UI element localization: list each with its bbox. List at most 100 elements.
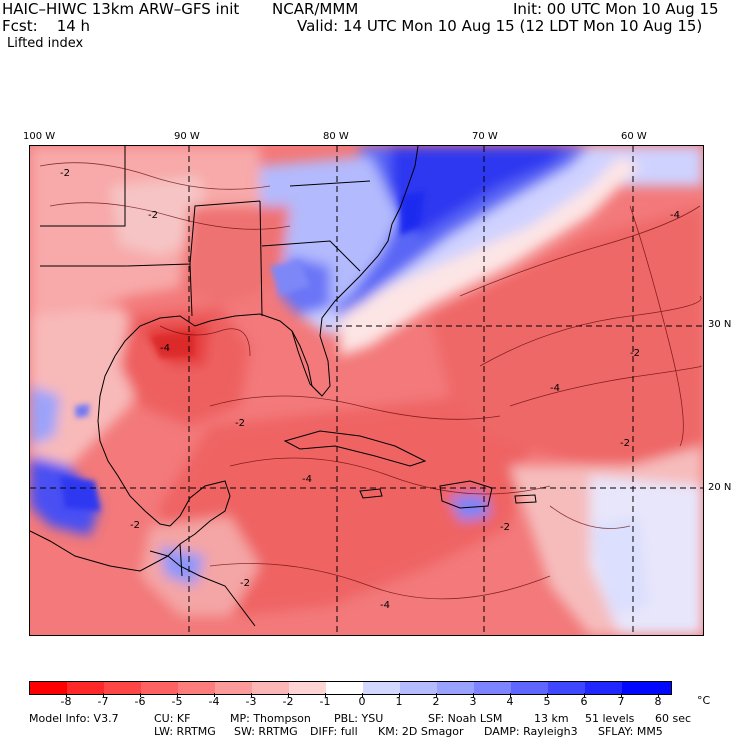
colorbar-segment (289, 682, 326, 694)
contour-label: -4 (550, 383, 560, 394)
colorbar-segment (363, 682, 400, 694)
lon-label-80w: 80 W (323, 131, 349, 142)
contour-label: -4 (160, 343, 170, 354)
colorbar-tick-label: 2 (432, 695, 440, 708)
forecast-hour: Fcst: 14 h (2, 17, 91, 35)
contour-labels: -2 -2 -2 -4 -4 -2 -2 -2 -4 -2 -4 -2 -4 (60, 168, 680, 611)
model-info-pbl: PBL: YSU (334, 712, 384, 725)
colorbar-tick-label: -2 (282, 695, 294, 708)
colorbar-tick-mark (140, 693, 141, 697)
valid-time: Valid: 14 UTC Mon 10 Aug 15 (12 LDT Mon … (297, 17, 703, 35)
colorbar-tick-label: -3 (245, 695, 257, 708)
lon-label-90w: 90 W (174, 131, 200, 142)
model-info-km: KM: 2D Smagor (378, 725, 464, 738)
colorbar-tick-mark (66, 693, 67, 697)
model-info-diff: DIFF: full (310, 725, 358, 738)
colorbar-segment (400, 682, 437, 694)
colorbar-tick-label: 7 (617, 695, 625, 708)
colorbar-tick-label: 3 (469, 695, 477, 708)
colorbar-segment (30, 682, 67, 694)
map-canvas: -2 -2 -2 -4 -4 -2 -2 -2 -4 -2 -4 -2 -4 (30, 146, 703, 635)
organization: NCAR/MMM (272, 0, 359, 18)
colorbar-tick-label: -7 (97, 695, 109, 708)
contour-label: -2 (130, 520, 140, 531)
colorbar-tick-mark (103, 693, 104, 697)
field-name: Lifted index (7, 36, 84, 51)
colorbar-segment (622, 682, 671, 694)
colorbar-tick-mark (214, 693, 215, 697)
colorbar-tick-label: 4 (506, 695, 514, 708)
model-info-sflay: SFLAY: MM5 (598, 725, 663, 738)
model-info-sw: SW: RRTMG (234, 725, 298, 738)
colorbar-tick-label: 8 (654, 695, 662, 708)
colorbar-segment (104, 682, 141, 694)
contour-label: -2 (60, 168, 70, 179)
contour-label: -4 (380, 600, 390, 611)
colorbar-tick-mark (177, 693, 178, 697)
colorbar-segment (215, 682, 252, 694)
colorbar-segment (326, 682, 363, 694)
colorbar-tick-label: -6 (134, 695, 146, 708)
model-info-mp: MP: Thompson (230, 712, 311, 725)
contour-label: -2 (500, 522, 510, 533)
init-time: Init: 00 UTC Mon 10 Aug 15 (513, 0, 719, 18)
colorbar-tick-label: 5 (543, 695, 551, 708)
lat-label-30n: 30 N (708, 319, 732, 330)
colorbar-segment (252, 682, 289, 694)
field-shading (30, 146, 703, 635)
colorbar-tick-label: -5 (171, 695, 183, 708)
colorbar-tick-label: -1 (319, 695, 331, 708)
model-title: HAIC–HIWC 13km ARW–GFS init (2, 0, 240, 18)
colorbar-tick-mark (325, 693, 326, 697)
colorbar-tick-mark (436, 693, 437, 697)
model-info-lw: LW: RRTMG (154, 725, 216, 738)
colorbar-tick-mark (399, 693, 400, 697)
model-info-levels: 51 levels (585, 712, 635, 725)
lat-label-20n: 20 N (708, 482, 732, 493)
lon-label-100w: 100 W (23, 131, 56, 142)
colorbar-tick-mark (584, 693, 585, 697)
contour-label: -4 (670, 210, 680, 221)
contour-label: -4 (302, 474, 312, 485)
field-detail (60, 191, 425, 511)
model-info-sf: SF: Noah LSM (428, 712, 503, 725)
colorbar-segment (178, 682, 215, 694)
contour-label: -2 (148, 210, 158, 221)
colorbar-tick-label: -8 (60, 695, 72, 708)
colorbar-segment (67, 682, 104, 694)
model-info-version: Model Info: V3.7 (29, 712, 119, 725)
contour-label: -2 (620, 438, 630, 449)
colorbar-segment (437, 682, 474, 694)
colorbar-tick-label: 0 (358, 695, 366, 708)
colorbar-tick-mark (251, 693, 252, 697)
li-contours (39, 162, 702, 600)
colorbar-tick-mark (621, 693, 622, 697)
colorbar-tick-label: -4 (208, 695, 220, 708)
lifted-index-map: -2 -2 -2 -4 -4 -2 -2 -2 -4 -2 -4 -2 -4 (29, 145, 704, 636)
colorbar-tick-label: 1 (395, 695, 403, 708)
colorbar-tick-mark (510, 693, 511, 697)
model-info-damp: DAMP: Rayleigh3 (484, 725, 578, 738)
colorbar-segment (474, 682, 511, 694)
contour-label: -2 (630, 348, 640, 359)
colorbar-tick-mark (362, 693, 363, 697)
lon-label-70w: 70 W (472, 131, 498, 142)
colorbar-tick-mark (473, 693, 474, 697)
colorbar-tick-label: 6 (580, 695, 588, 708)
colorbar-unit: °C (697, 694, 711, 707)
colorbar-tick-mark (288, 693, 289, 697)
colorbar-segment (548, 682, 585, 694)
colorbar-segment (585, 682, 622, 694)
lon-label-60w: 60 W (621, 131, 647, 142)
lat-lon-grid (30, 146, 703, 635)
colorbar-segment (141, 682, 178, 694)
colorbar-tick-mark (658, 693, 659, 697)
model-info-res: 13 km (534, 712, 569, 725)
model-info-cu: CU: KF (154, 712, 191, 725)
colorbar-segment (511, 682, 548, 694)
contour-label: -2 (240, 578, 250, 589)
model-info-dt: 60 sec (655, 712, 692, 725)
colorbar-tick-mark (547, 693, 548, 697)
contour-label: -2 (235, 418, 245, 429)
coastlines-and-borders (30, 146, 537, 627)
